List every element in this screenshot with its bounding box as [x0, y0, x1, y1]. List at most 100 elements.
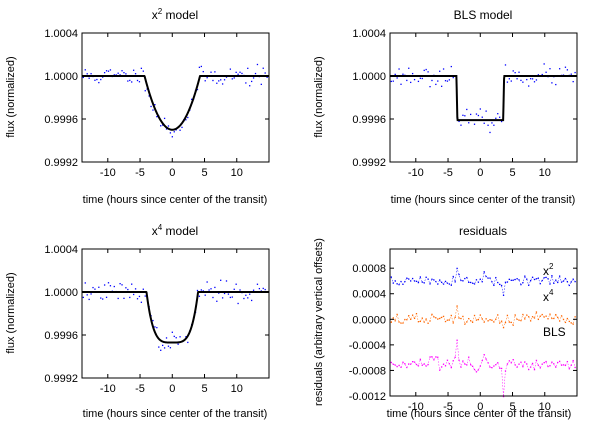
- x-tick-label: -5: [135, 383, 145, 395]
- data-point: [535, 79, 538, 81]
- data-point: [402, 73, 404, 75]
- data-point: [495, 117, 497, 119]
- residual-point: [555, 366, 557, 368]
- residual-point: [502, 294, 505, 296]
- residual-point: [555, 279, 557, 281]
- data-point: [551, 82, 553, 84]
- residual-point: [431, 356, 433, 358]
- residual-point: [543, 277, 545, 279]
- data-point: [113, 285, 115, 288]
- data-point: [162, 344, 164, 347]
- residual-point: [417, 365, 420, 367]
- data-point: [250, 299, 253, 302]
- series-label: BLS: [543, 325, 566, 339]
- data-point: [220, 79, 222, 81]
- series-labels: x2 x4 BLS: [543, 262, 566, 339]
- residual-point: [458, 273, 460, 276]
- data-point: [94, 79, 96, 81]
- residual-point: [423, 363, 425, 365]
- plot-frame: [389, 32, 578, 163]
- data-point: [181, 126, 183, 129]
- residual-point: [483, 271, 485, 273]
- data-point: [452, 76, 454, 79]
- data-point: [187, 341, 189, 344]
- data-point: [411, 72, 414, 75]
- data-point: [239, 71, 241, 73]
- residual-point: [421, 364, 423, 366]
- residual-point: [528, 316, 530, 318]
- residual-point: [499, 322, 501, 324]
- data-point: [121, 284, 123, 286]
- data-point: [119, 283, 121, 285]
- data-point: [216, 82, 218, 84]
- data-point: [499, 116, 501, 118]
- data-point: [522, 81, 524, 83]
- residual-point: [398, 321, 400, 323]
- x-tick-label: 5: [201, 167, 207, 179]
- y-axis-label: flux (normalized): [313, 56, 325, 137]
- data-point: [167, 125, 170, 127]
- data-point: [90, 73, 92, 75]
- panel-title: x2 model: [152, 7, 198, 22]
- residual-point: [464, 363, 466, 365]
- x-tick-label: 5: [201, 383, 207, 395]
- data-point: [245, 82, 247, 84]
- model-curve: [82, 75, 269, 131]
- residual-point: [439, 279, 441, 281]
- data-point: [212, 296, 214, 299]
- data-point: [225, 280, 228, 282]
- data-point: [425, 68, 427, 71]
- residual-point: [448, 319, 451, 321]
- data-point: [508, 78, 510, 80]
- data-point: [473, 123, 476, 125]
- residual-point: [572, 359, 574, 362]
- residual-point: [473, 283, 476, 285]
- data-point: [119, 74, 121, 76]
- residual-point: [568, 368, 570, 370]
- data-point: [167, 345, 170, 347]
- residual-point: [539, 367, 541, 369]
- data-point: [475, 113, 478, 115]
- data-point: [431, 79, 433, 82]
- data-point: [163, 347, 166, 349]
- model-curve: [390, 75, 577, 122]
- data-point: [100, 78, 102, 81]
- residual-point: [562, 280, 565, 282]
- data-point: [103, 72, 106, 74]
- residual-point: [448, 363, 451, 365]
- residual-point: [442, 283, 445, 285]
- residual-line: [391, 305, 576, 329]
- residual-point: [570, 322, 572, 324]
- x-axis-ticks: -10 -5 0 5 10: [408, 33, 551, 179]
- data-point: [493, 124, 495, 126]
- data-point: [516, 78, 518, 80]
- residual-point: [502, 395, 505, 398]
- data-point: [162, 124, 164, 126]
- residual-point: [433, 359, 435, 361]
- residual-point: [477, 318, 480, 321]
- data-point: [125, 287, 127, 289]
- data-point: [187, 116, 189, 119]
- data-point: [165, 337, 168, 339]
- residual-point: [394, 320, 396, 322]
- residual-point: [545, 360, 547, 363]
- plot-area: [82, 63, 269, 138]
- data-point: [138, 295, 141, 298]
- data-point: [264, 288, 266, 291]
- x-tick-label: -10: [408, 401, 424, 413]
- data-point: [410, 81, 412, 84]
- data-point: [256, 283, 259, 285]
- y-tick-label: 0.0000: [352, 314, 386, 326]
- y-tick-label: 0.9996: [44, 330, 78, 342]
- residual-point: [539, 315, 541, 317]
- data-point: [394, 73, 396, 76]
- y-tick-label: 0.0004: [352, 289, 386, 301]
- residual-point: [440, 316, 443, 319]
- data-point: [88, 298, 90, 301]
- data-point: [460, 124, 462, 126]
- data-point: [229, 68, 232, 70]
- data-point: [237, 302, 239, 305]
- x-tick-label: 0: [477, 167, 483, 179]
- data-point: [221, 83, 224, 85]
- data-point: [221, 297, 224, 299]
